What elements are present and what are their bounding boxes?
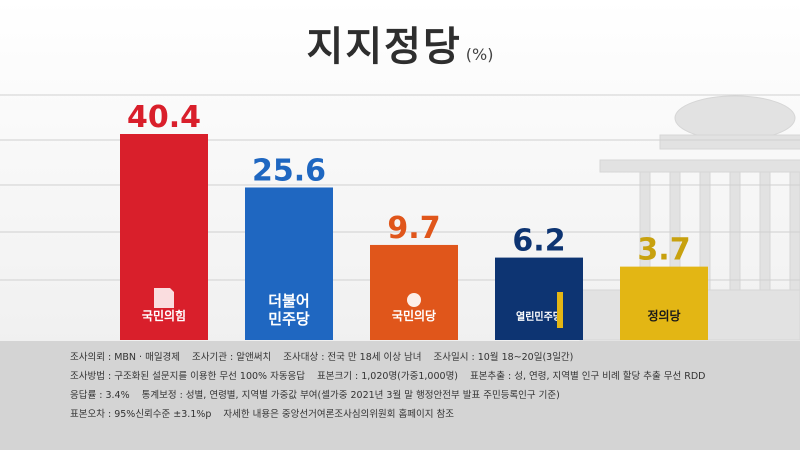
party-logo-box [620,280,708,340]
survey-note-item: 조사대상 : 전국 만 18세 이상 남녀 [283,352,422,363]
chart-title: 지지정당 [306,23,462,70]
party-name-label: 정의당 [647,308,680,323]
survey-notes: 조사의뢰 : MBN · 매일경제 조사기관 : 알앤써치 조사대상 : 전국 만 … [0,341,800,450]
party-logo-box [370,280,458,340]
value-label: 6.2 [512,224,565,259]
survey-note-line: 조사의뢰 : MBN · 매일경제 조사기관 : 알앤써치 조사대상 : 전국 만 … [70,349,585,363]
survey-note-item: 응답률 : 3.4% [70,390,130,401]
survey-note-item: 조사방법 : 구조화된 설문지를 이용한 무선 100% 자동응답 [70,371,306,382]
bar [245,187,333,280]
chart-title-area: 지지정당 (%) [0,14,800,72]
value-label: 40.4 [127,100,201,135]
survey-note-item: 표본크기 : 1,020명(가중1,000명) [317,371,459,382]
value-label: 25.6 [252,153,326,188]
survey-note-item: 표본오차 : 95%신뢰수준 ±3.1%p [70,409,212,420]
party-logo-icon [154,288,174,308]
party-logo-icon [407,293,421,307]
party-logo-box [245,280,333,340]
survey-note-item: 표본추출 : 성, 연령, 지역별 인구 비례 할당 추출 무선 RDD [470,371,706,382]
unit-label: (%) [465,45,494,64]
survey-note-item: 조사의뢰 : MBN · 매일경제 [70,352,181,363]
party-name-label: 국민의당 [392,308,436,323]
bar [120,134,208,280]
bar [495,257,583,280]
party-name-label: 국민의힘 [142,308,186,323]
survey-note-line: 조사방법 : 구조화된 설문지를 이용한 무선 100% 자동응답 표본크기 : … [70,368,718,382]
party-name-label: 열린민주당 [516,310,563,323]
survey-note-item: 자세한 내용은 중앙선거여론조사심의위원회 홈페이지 참조 [223,409,455,420]
party-logo-box [495,280,583,340]
bar [620,266,708,280]
survey-note-item: 조사기관 : 알앤써치 [192,352,272,363]
survey-note-item: 통계보정 : 성별, 연령별, 지역별 가중값 부여(셀가중 2021년 3월 … [141,390,560,401]
survey-note-line: 응답률 : 3.4% 통계보정 : 성별, 연령별, 지역별 가중값 부여(셀가중… [70,387,572,401]
party-logo-icon [557,292,563,328]
survey-note-line: 표본오차 : 95%신뢰수준 ±3.1%p 자세한 내용은 중앙선거여론조사심의위… [70,406,466,420]
value-label: 3.7 [637,233,690,268]
value-label: 9.7 [387,211,440,246]
survey-note-item: 조사일시 : 10월 18~20일(3일간) [433,352,574,363]
party-name-label: 더불어 [268,292,309,310]
party-name-label: 민주당 [268,310,310,328]
bar [370,244,458,280]
